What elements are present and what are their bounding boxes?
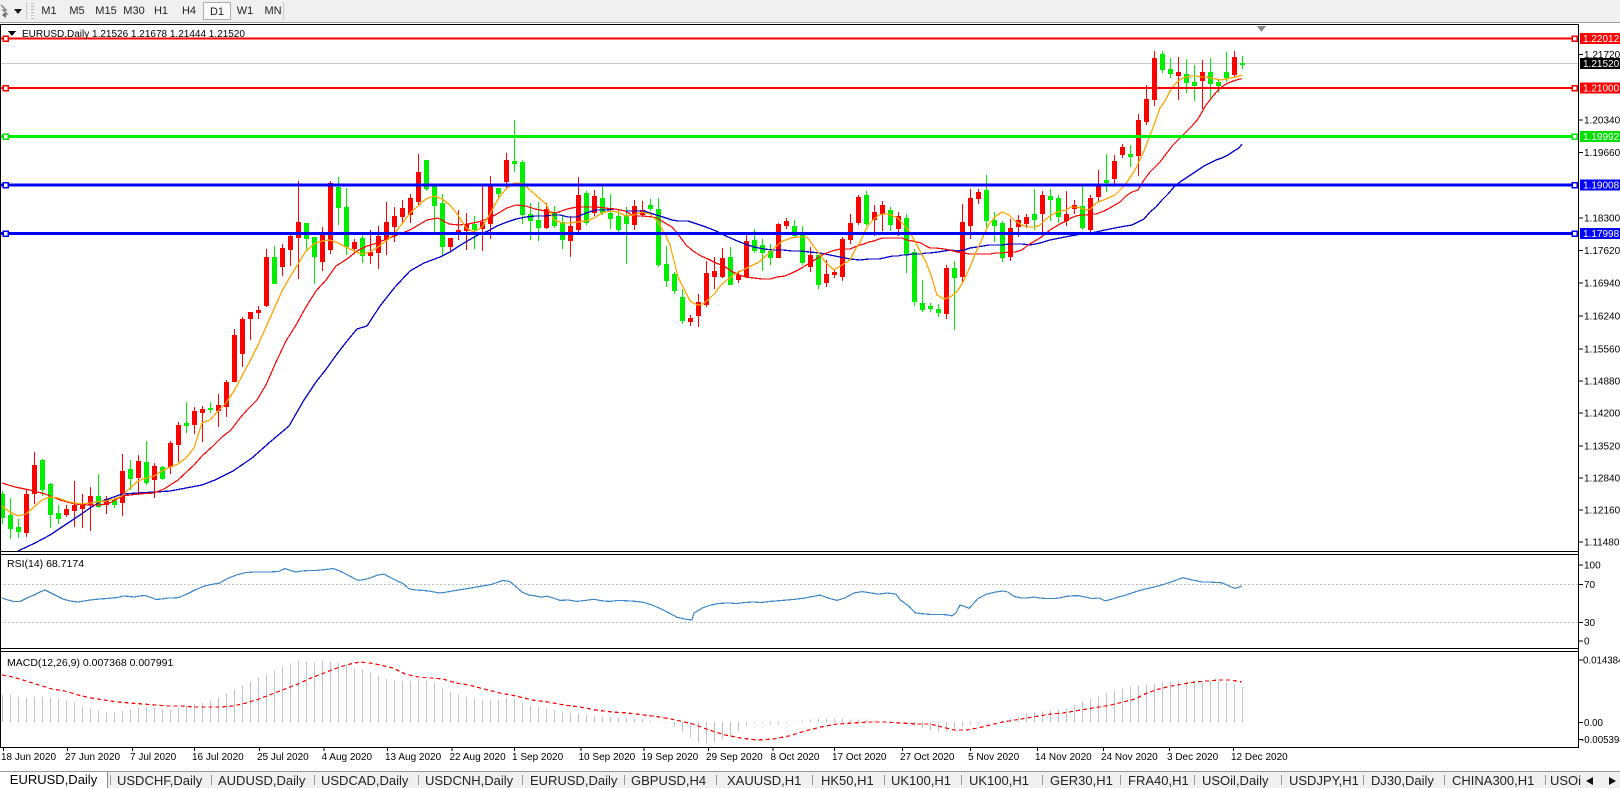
- svg-text:22 Aug 2020: 22 Aug 2020: [450, 752, 507, 763]
- svg-text:1.14880: 1.14880: [1584, 377, 1620, 388]
- svg-text:16 Jul 2020: 16 Jul 2020: [192, 752, 244, 763]
- svg-text:18 Jun 2020: 18 Jun 2020: [1, 752, 56, 763]
- svg-text:MACD(12,26,9) 0.007368 0.00799: MACD(12,26,9) 0.007368 0.007991: [7, 657, 174, 669]
- svg-text:24 Nov 2020: 24 Nov 2020: [1101, 752, 1158, 763]
- svg-text:1.15560: 1.15560: [1584, 345, 1620, 356]
- svg-text:1 Sep 2020: 1 Sep 2020: [512, 752, 564, 763]
- svg-text:100: 100: [1584, 561, 1601, 572]
- svg-text:1.13520: 1.13520: [1584, 442, 1620, 453]
- svg-text:1.17620: 1.17620: [1584, 246, 1620, 257]
- svg-text:10 Sep 2020: 10 Sep 2020: [579, 752, 636, 763]
- svg-text:14 Nov 2020: 14 Nov 2020: [1035, 752, 1092, 763]
- svg-text:1.12160: 1.12160: [1584, 506, 1620, 517]
- svg-text:4 Aug 2020: 4 Aug 2020: [322, 752, 373, 763]
- svg-text:EURUSD,Daily 1.21526 1.21678: EURUSD,Daily 1.21526 1.21678 1.21444 1.2…: [22, 29, 245, 40]
- svg-text:0.014384: 0.014384: [1583, 656, 1620, 667]
- svg-text:25 Jul 2020: 25 Jul 2020: [257, 752, 309, 763]
- svg-text:0: 0: [1584, 637, 1590, 648]
- svg-text:RSI(14) 68.7174: RSI(14) 68.7174: [7, 558, 84, 570]
- svg-text:13 Aug 2020: 13 Aug 2020: [385, 752, 442, 763]
- svg-text:12 Dec 2020: 12 Dec 2020: [1231, 752, 1288, 763]
- svg-text:17 Oct 2020: 17 Oct 2020: [832, 752, 887, 763]
- svg-text:1.16940: 1.16940: [1584, 279, 1620, 290]
- svg-text:27 Oct 2020: 27 Oct 2020: [900, 752, 955, 763]
- svg-text:-0.005398: -0.005398: [1581, 735, 1620, 746]
- svg-text:1.17998: 1.17998: [1583, 229, 1620, 240]
- svg-text:27 Jun 2020: 27 Jun 2020: [65, 752, 120, 763]
- svg-text:1.19660: 1.19660: [1584, 148, 1620, 159]
- svg-text:1.11480: 1.11480: [1584, 538, 1620, 549]
- svg-text:1.21720: 1.21720: [1584, 50, 1620, 61]
- svg-text:8 Oct 2020: 8 Oct 2020: [771, 752, 820, 763]
- svg-text:1.19008: 1.19008: [1583, 181, 1620, 192]
- svg-text:7 Jul 2020: 7 Jul 2020: [130, 752, 177, 763]
- svg-text:1.16240: 1.16240: [1584, 312, 1620, 323]
- svg-text:1.18300: 1.18300: [1584, 214, 1620, 225]
- svg-text:0.00: 0.00: [1584, 718, 1603, 729]
- svg-text:1.12840: 1.12840: [1584, 474, 1620, 485]
- svg-text:3 Dec 2020: 3 Dec 2020: [1167, 752, 1219, 763]
- svg-text:29 Sep 2020: 29 Sep 2020: [706, 752, 763, 763]
- svg-text:30: 30: [1584, 618, 1596, 629]
- svg-text:5 Nov 2020: 5 Nov 2020: [968, 752, 1020, 763]
- svg-text:70: 70: [1584, 580, 1596, 591]
- svg-text:1.19992: 1.19992: [1583, 132, 1620, 143]
- svg-text:1.21520: 1.21520: [1583, 59, 1620, 70]
- svg-text:1.21000: 1.21000: [1583, 84, 1620, 95]
- svg-text:1.20340: 1.20340: [1584, 116, 1620, 127]
- svg-text:19 Sep 2020: 19 Sep 2020: [642, 752, 699, 763]
- svg-text:1.14200: 1.14200: [1584, 409, 1620, 420]
- svg-text:1.22012: 1.22012: [1583, 34, 1620, 45]
